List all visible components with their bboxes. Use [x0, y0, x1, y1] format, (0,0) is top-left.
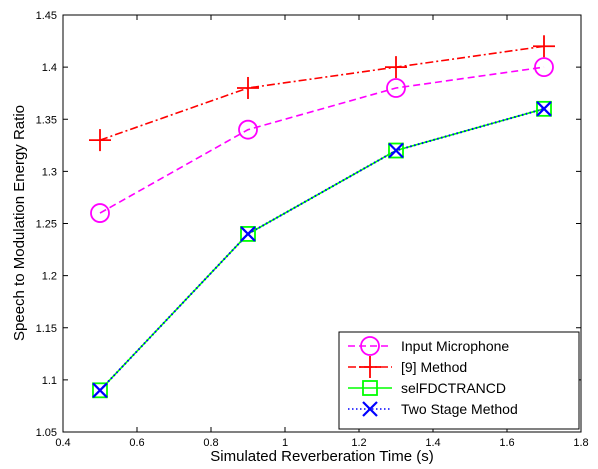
y-tick-label: 1.35	[36, 114, 57, 126]
legend-marker-plus	[359, 356, 381, 378]
legend-label: [9] Method	[401, 359, 467, 375]
y-tick-label: 1.15	[36, 323, 57, 335]
x-tick-label: 0.6	[129, 437, 144, 449]
plot-frame	[62, 14, 582, 433]
data-point-x	[92, 382, 108, 399]
series-lines	[99, 45, 545, 391]
data-point-circle	[90, 203, 110, 223]
x-tick-label: 1.6	[499, 437, 514, 449]
data-point-plus	[385, 56, 407, 79]
y-tick-label: 1.25	[36, 219, 57, 231]
x-tick-label: 1.2	[351, 437, 366, 449]
series-line-0	[99, 66, 545, 214]
series-line-1	[99, 45, 545, 141]
data-point-square	[240, 226, 256, 242]
legend-marker-square	[362, 380, 378, 396]
data-point-x	[240, 226, 256, 242]
data-point-plus	[237, 76, 259, 99]
data-point-x	[388, 142, 404, 159]
y-tick-label: 1.4	[42, 62, 57, 74]
x-tick-label: 1	[282, 437, 288, 449]
data-point-circle	[534, 57, 554, 78]
series-markers	[89, 35, 555, 399]
y-tick-label: 1.1	[42, 375, 57, 387]
legend-marker-circle	[360, 336, 380, 356]
x-tick-label: 0.4	[55, 437, 70, 449]
y-axis-title: Speech to Modulation Energy Ratio	[11, 105, 28, 341]
data-point-square	[388, 142, 404, 159]
x-axis-title: Simulated Reverberation Time (s)	[210, 448, 433, 465]
x-tick-label: 1.8	[573, 437, 588, 449]
data-point-square	[536, 100, 552, 117]
y-tick-label: 1.05	[36, 427, 57, 439]
y-axis: 1.05 1.1 1.15 1.2 1.25 1.3 1.35 1.4 1.45	[36, 10, 581, 439]
x-tick-label: 1.4	[425, 437, 440, 449]
data-point-circle	[238, 119, 258, 140]
y-tick-label: 1.3	[42, 166, 57, 178]
y-tick-label: 1.45	[36, 10, 57, 22]
data-point-square	[92, 382, 108, 399]
data-point-x	[536, 101, 552, 117]
legend-label: Input Microphone	[401, 338, 509, 354]
x-tick-label: 0.8	[203, 437, 218, 449]
series-line-3	[99, 107, 545, 391]
data-point-plus	[89, 129, 111, 152]
data-point-plus	[533, 35, 555, 58]
y-tick-label: 1.2	[42, 271, 57, 283]
data-point-circle	[386, 78, 406, 98]
legend: Input Microphone [9] Method selFDCTRANCD Tw…	[338, 331, 580, 430]
legend-marker-x	[362, 401, 378, 417]
legend-label: Two Stage Method	[401, 401, 518, 417]
x-axis: 0.4 0.6 0.8 1 1.2 1.4 1.6 1.8	[55, 15, 589, 449]
legend-label: selFDCTRANCD	[401, 380, 506, 396]
